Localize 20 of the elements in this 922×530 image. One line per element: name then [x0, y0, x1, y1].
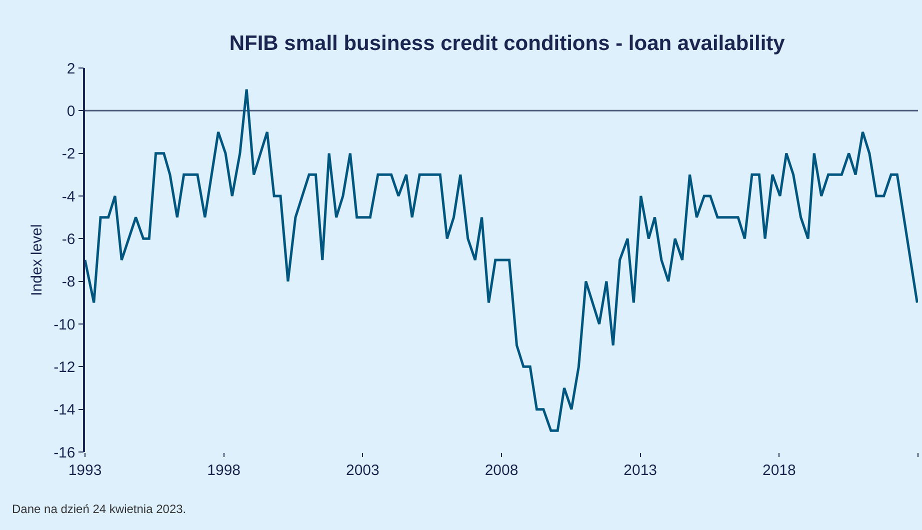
line-series	[85, 88, 918, 432]
y-tick-label: -16	[54, 444, 76, 462]
y-tick-label: -12	[54, 358, 76, 376]
y-tick-label: -2	[62, 146, 76, 163]
y-tick-label: -14	[54, 402, 76, 419]
y-tick-label: 2	[66, 60, 76, 78]
x-tick-label: 2003	[346, 462, 380, 479]
x-tick-label: 2018	[762, 462, 796, 479]
y-tick-label: -10	[54, 316, 76, 334]
text: Dane na dzień 24 kwietnia 2023.	[12, 502, 186, 516]
y-tick-label: 0	[66, 102, 76, 120]
y-tick-label: -6	[62, 230, 76, 248]
y-axis-title: Index level	[28, 224, 46, 296]
chart-title: NFIB small business credit conditions - loan availability	[229, 32, 786, 55]
x-tick-label: 1998	[207, 462, 241, 479]
x-tick-label: 2013	[624, 462, 658, 479]
x-tick-label: 2008	[484, 462, 518, 479]
x-tick-label: 1993	[68, 462, 102, 479]
y-tick-label: -8	[62, 274, 76, 291]
y-tick-label: -4	[62, 188, 76, 206]
